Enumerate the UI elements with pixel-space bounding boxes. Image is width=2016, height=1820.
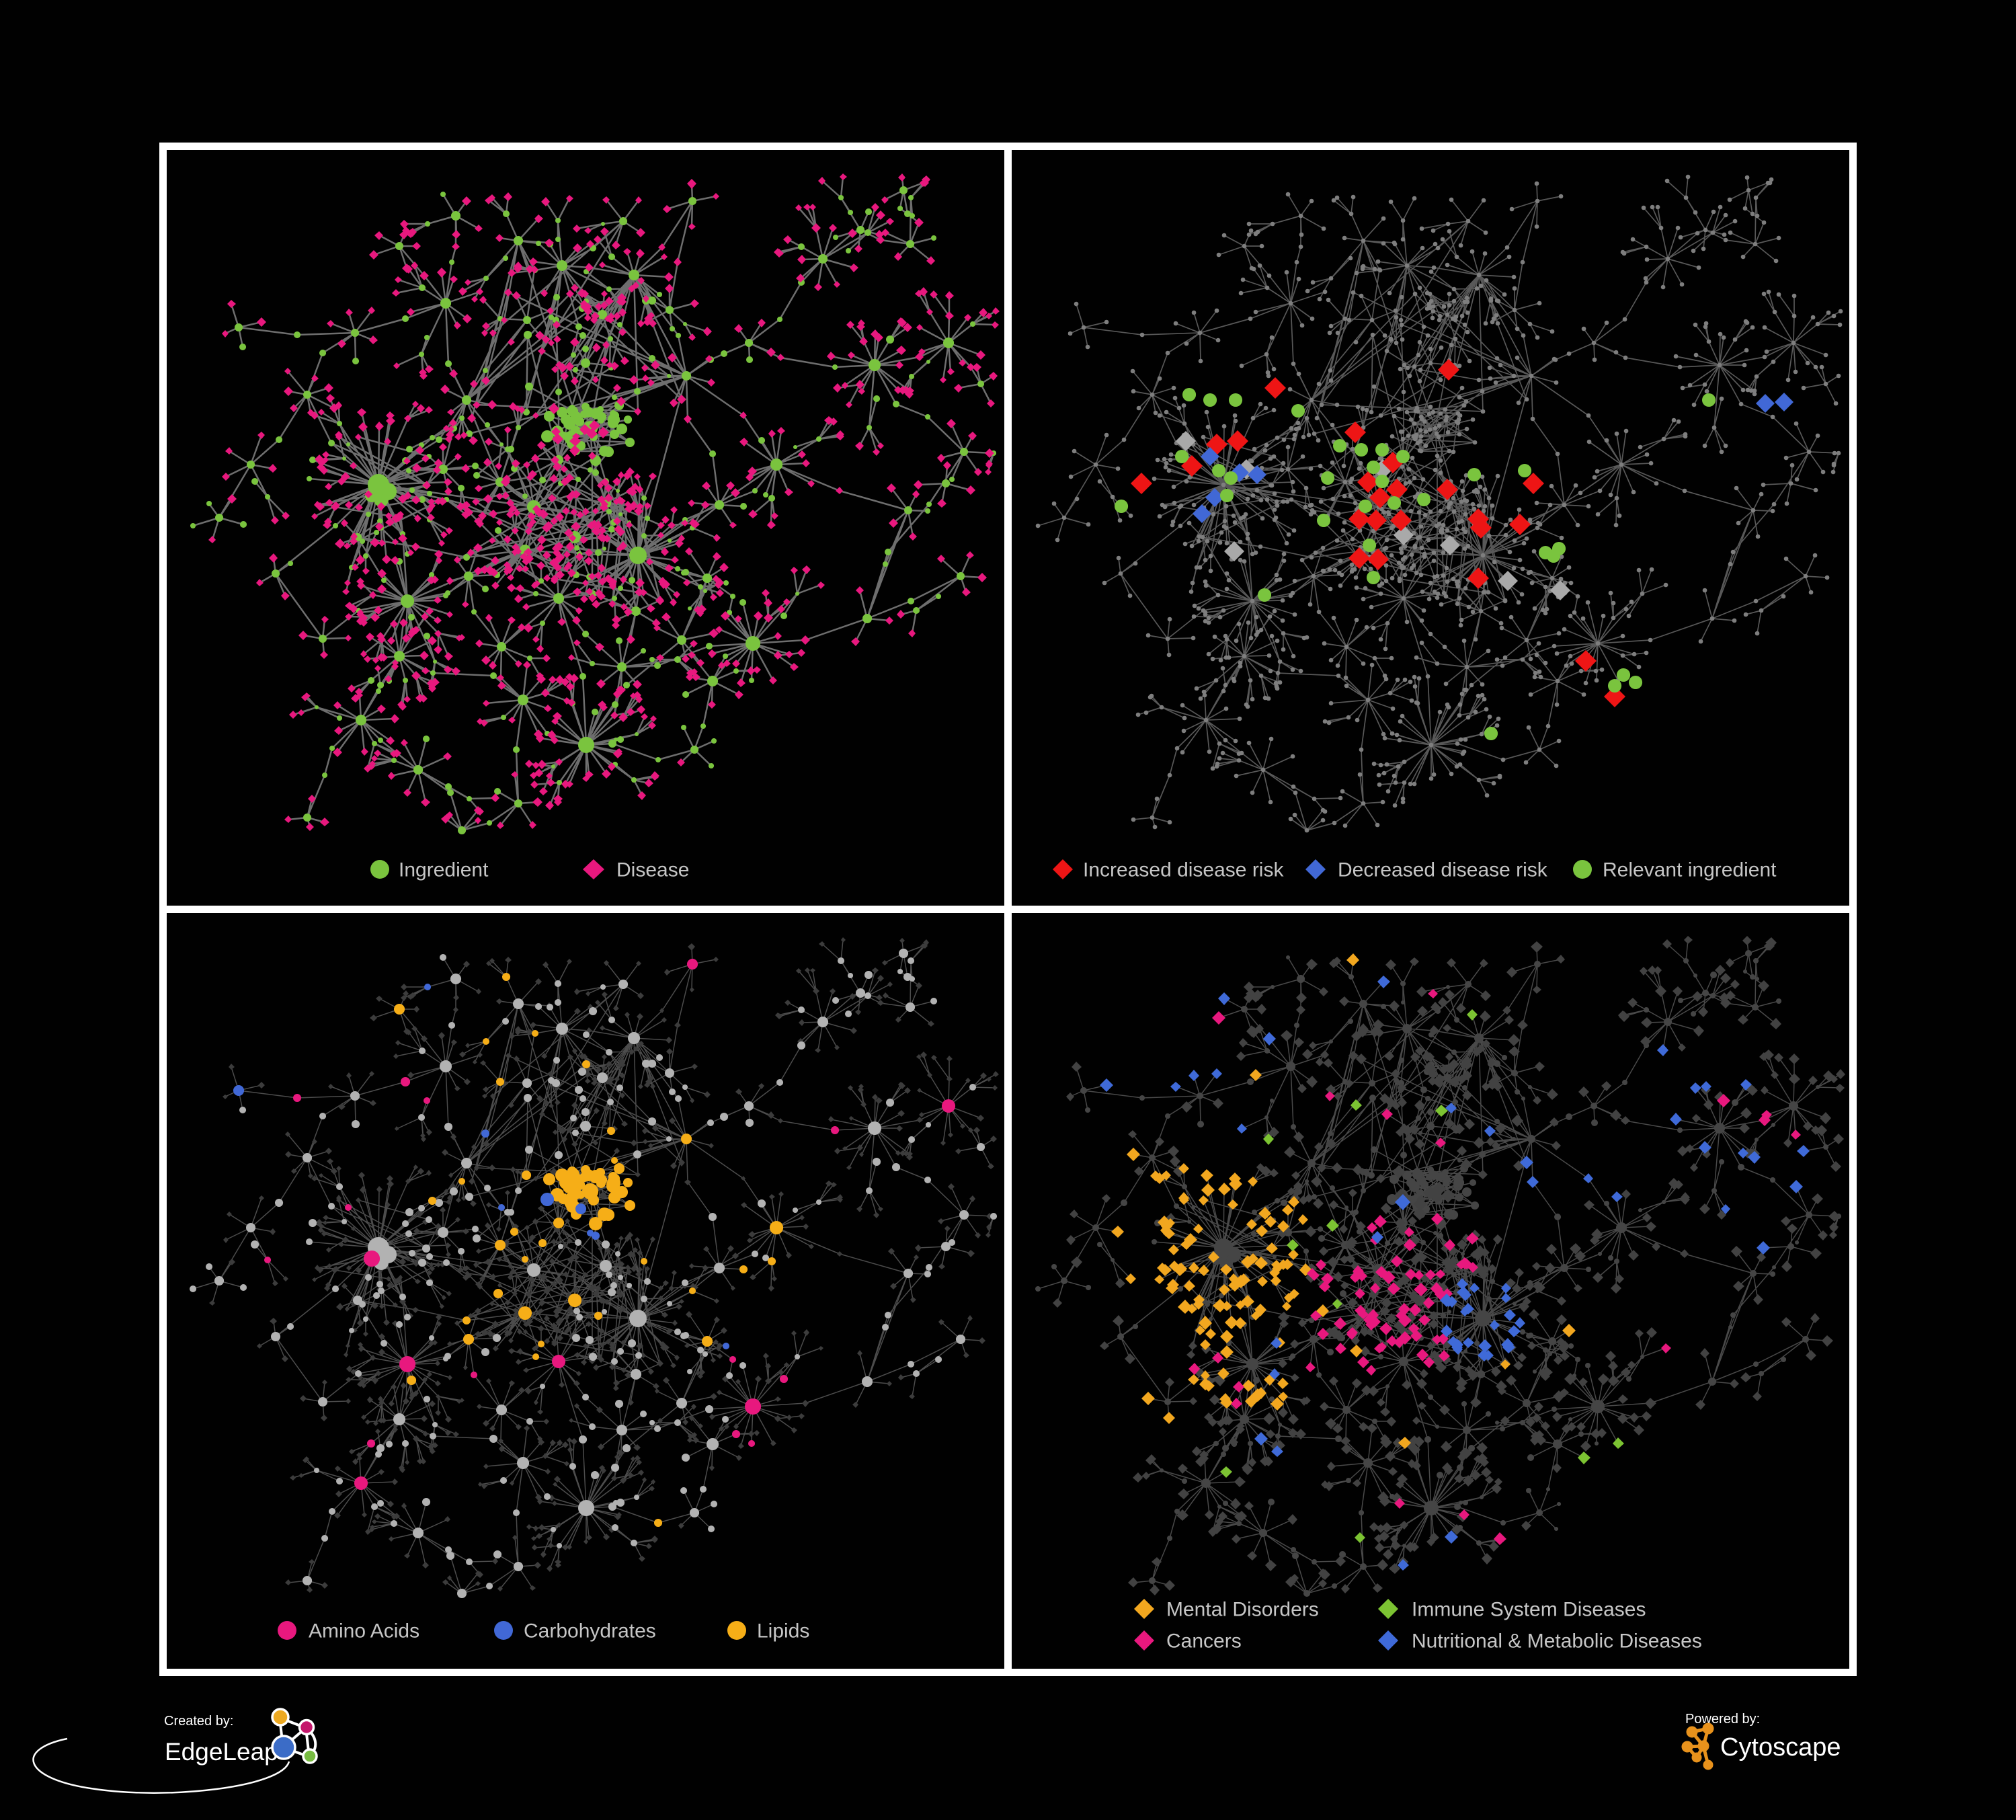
- svg-text:Increased disease risk: Increased disease risk: [1083, 859, 1284, 881]
- svg-text:Cytoscape: Cytoscape: [1720, 1733, 1841, 1762]
- svg-text:Immune System Diseases: Immune System Diseases: [1412, 1599, 1646, 1621]
- svg-text:Created by:: Created by:: [164, 1714, 233, 1729]
- svg-text:Nutritional & Metabolic Diseas: Nutritional & Metabolic Diseases: [1412, 1630, 1702, 1653]
- svg-text:Lipids: Lipids: [757, 1620, 809, 1643]
- svg-text:Decreased disease risk: Decreased disease risk: [1338, 859, 1548, 881]
- svg-text:Mental Disorders: Mental Disorders: [1166, 1599, 1319, 1621]
- svg-text:Ingredient: Ingredient: [399, 859, 489, 881]
- svg-text:Carbohydrates: Carbohydrates: [524, 1620, 656, 1643]
- svg-text:Relevant ingredient: Relevant ingredient: [1603, 859, 1777, 881]
- svg-text:Disease: Disease: [616, 859, 689, 881]
- svg-text:Powered by:: Powered by:: [1685, 1712, 1760, 1727]
- svg-text:Cancers: Cancers: [1166, 1630, 1242, 1653]
- svg-text:Amino Acids: Amino Acids: [309, 1620, 419, 1643]
- svg-text:EdgeLeap: EdgeLeap: [165, 1738, 278, 1766]
